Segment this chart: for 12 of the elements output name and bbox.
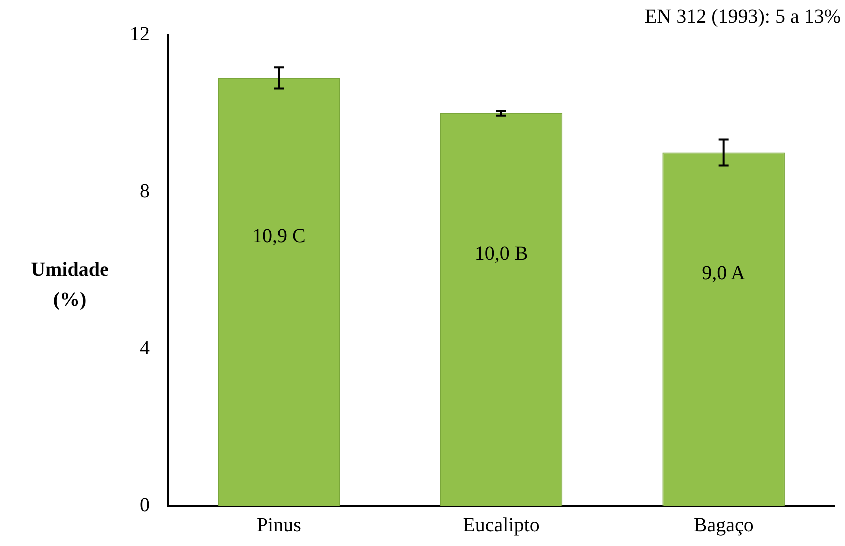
text: EN 312 (1993): 5 a 13% [644,6,841,29]
data-label: 10,9 C [252,225,306,248]
y-tick-label: 12 [130,23,150,46]
data-label: 9,0 A [702,262,746,285]
y-axis-title: Umidade (%) [30,258,110,313]
x-tick-label: Bagaço [694,514,754,536]
y-tick-label: 0 [140,494,150,516]
x-tick-label: Eucalipto [463,514,540,536]
y-tick-label: 4 [140,337,150,360]
data-label: 10,0 B [474,243,528,265]
y-tick-label: 8 [140,180,150,202]
x-tick-label: Pinus [256,514,302,536]
